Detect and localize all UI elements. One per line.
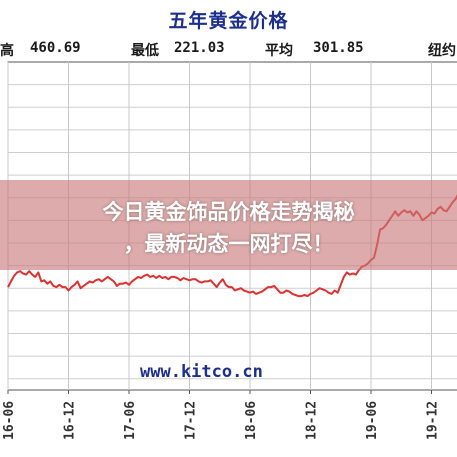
stats-bar: 高 460.69 最低 221.03 平均 301.85 纽约 (0, 40, 457, 60)
watermark: www.kitco.cn (140, 362, 263, 382)
avg-value: 301.85 (313, 40, 364, 56)
avg-label: 平均 (265, 43, 293, 59)
banner-line-2: ，最新动态一网打尽！ (123, 232, 334, 256)
low-value: 221.03 (174, 40, 225, 56)
high-label: 高 (0, 43, 14, 59)
low-label: 最低 (131, 43, 159, 59)
x-tick-label: 16-12 (63, 401, 78, 440)
x-tick-label: 16-06 (2, 401, 17, 440)
x-tick-label: 18-06 (244, 401, 259, 440)
x-tick-label: 18-12 (305, 401, 320, 440)
banner-line-1: 今日黄金饰品价格走势揭秘 (102, 200, 355, 224)
overlay-banner (0, 180, 457, 270)
x-tick-label: 17-06 (123, 401, 138, 440)
x-tick-label: 19-12 (426, 401, 441, 440)
chart-title: 五年黄金价格 (168, 10, 289, 32)
high-value: 460.69 (30, 40, 81, 56)
extra-label: 纽约 (428, 43, 456, 59)
x-tick-label: 19-06 (365, 401, 380, 440)
banner-text: 今日黄金饰品价格走势揭秘 ，最新动态一网打尽！ (0, 196, 457, 260)
x-tick-label: 17-12 (184, 401, 199, 440)
